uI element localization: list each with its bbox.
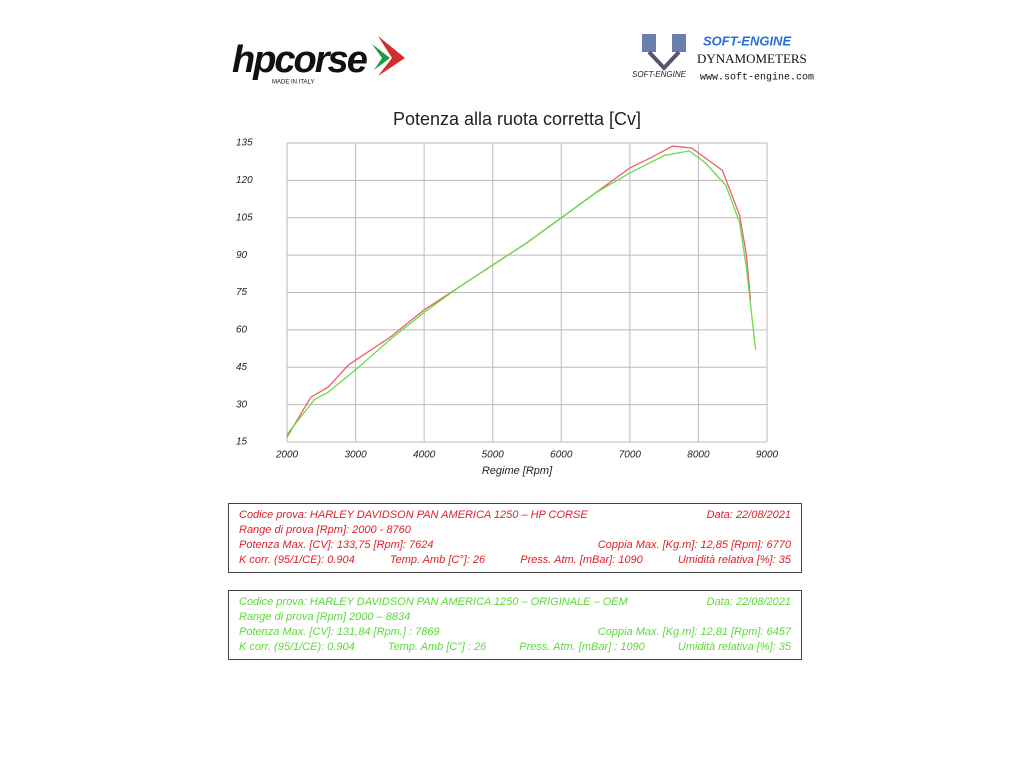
- y-tick-label: 60: [236, 325, 248, 336]
- x-tick-label: 2000: [275, 450, 299, 461]
- info-text: Codice prova: HARLEY DAVIDSON PAN AMERIC…: [239, 509, 588, 521]
- info-text: Coppia Max. [Kg.m]: 12,81 [Rpm]: 6457: [597, 626, 791, 638]
- dyno-site: www.soft-engine.com: [700, 72, 814, 84]
- info-text: Potenza Max. [CV]: 133,75 [Rpm]: 7624: [239, 539, 434, 551]
- info-row: Range di prova [Rpm] 2000 – 8834: [239, 610, 791, 625]
- dyno-brand: SOFT-ENGINE: [703, 33, 791, 48]
- info-row: K corr. (95/1/CE): 0.904 Temp. Amb [C°]: …: [239, 553, 791, 568]
- y-tick-label: 75: [236, 287, 248, 298]
- info-row: Range di prova [Rpm]: 2000 - 8760: [239, 523, 791, 538]
- info-text: Press. Atm. [mBar] : 1090: [519, 641, 645, 653]
- info-box: Codice prova: HARLEY DAVIDSON PAN AMERIC…: [228, 590, 802, 660]
- info-text: Umidità relativa [%]: 35: [677, 554, 791, 566]
- info-text: Coppia Max. [Kg.m]: 12,85 [Rpm]: 6770: [597, 539, 791, 551]
- info-row: Potenza Max. [CV]: 133,75 [Rpm]: 7624 Cop…: [239, 538, 791, 553]
- hp-logo: hpcorse MADE IN ITALY: [232, 36, 405, 86]
- info-row: Potenza Max. [CV]: 131,84 [Rpm.] : 7869 C…: [239, 625, 791, 640]
- y-tick-label: 45: [236, 362, 248, 373]
- chart-title: Potenza alla ruota corretta [Cv]: [393, 109, 641, 129]
- x-tick-label: 5000: [482, 450, 505, 461]
- piston-icon: [642, 34, 656, 52]
- info-row: Codice prova: HARLEY DAVIDSON PAN AMERIC…: [239, 508, 791, 523]
- dyno-type: DYNAMOMETERS: [697, 51, 807, 66]
- info-box: Codice prova: HARLEY DAVIDSON PAN AMERIC…: [228, 503, 802, 573]
- info-text: Umidità relativa [%]: 35: [677, 641, 791, 653]
- rod-icon: [647, 50, 681, 71]
- dyno-logo: SOFT-ENGINE DYNAMOMETERS www.soft-engine…: [632, 33, 814, 83]
- info-text: K corr. (95/1/CE): 0.904: [239, 554, 355, 566]
- info-text: Range di prova [Rpm] 2000 – 8834: [239, 611, 411, 623]
- logo-flag: [378, 36, 405, 76]
- info-text: Potenza Max. [CV]: 131,84 [Rpm.] : 7869: [239, 626, 440, 638]
- info-text: Temp. Amb [C°] : 26: [387, 641, 487, 653]
- y-tick-label: 105: [236, 212, 253, 223]
- x-tick-label: 6000: [550, 450, 573, 461]
- info-text: Data: 22/08/2021: [706, 596, 791, 608]
- info-text: Temp. Amb [C°]: 26: [389, 554, 486, 566]
- brand: hpcorse: [232, 39, 368, 81]
- info-row: Codice prova: HARLEY DAVIDSON PAN AMERIC…: [239, 595, 791, 610]
- x-tick-label: 8000: [687, 450, 710, 461]
- power-line: [286, 150, 757, 435]
- info-text: Press. Atm. [mBar]: 1090: [520, 554, 643, 566]
- y-tick-label: 135: [236, 138, 253, 149]
- power-line: [286, 145, 752, 438]
- x-tick-label: 7000: [619, 450, 642, 461]
- x-tick-label: 4000: [413, 450, 436, 461]
- info-text: Codice prova: HARLEY DAVIDSON PAN AMERIC…: [239, 596, 628, 608]
- x-tick-label: 3000: [344, 450, 367, 461]
- y-tick-label: 15: [236, 437, 248, 448]
- y-tick-label: 90: [236, 250, 248, 261]
- logo-flag: [372, 44, 390, 70]
- info-text: K corr. (95/1/CE): 0.904: [239, 641, 355, 653]
- info-text: Range di prova [Rpm]: 2000 - 8760: [239, 524, 411, 536]
- piston-icon: [672, 34, 686, 52]
- x-axis-label: Regime [Rpm]: [482, 465, 553, 477]
- dyno-badge: SOFT-ENGINE: [632, 70, 687, 79]
- x-tick-label: 9000: [756, 450, 779, 461]
- info-row: K corr. (95/1/CE): 0.904 Temp. Amb [C°] :…: [239, 640, 791, 655]
- y-tick-label: 30: [236, 399, 248, 410]
- info-text: Data: 22/08/2021: [706, 509, 791, 521]
- brand-note: MADE IN ITALY: [272, 80, 314, 86]
- y-tick-label: 120: [236, 175, 253, 186]
